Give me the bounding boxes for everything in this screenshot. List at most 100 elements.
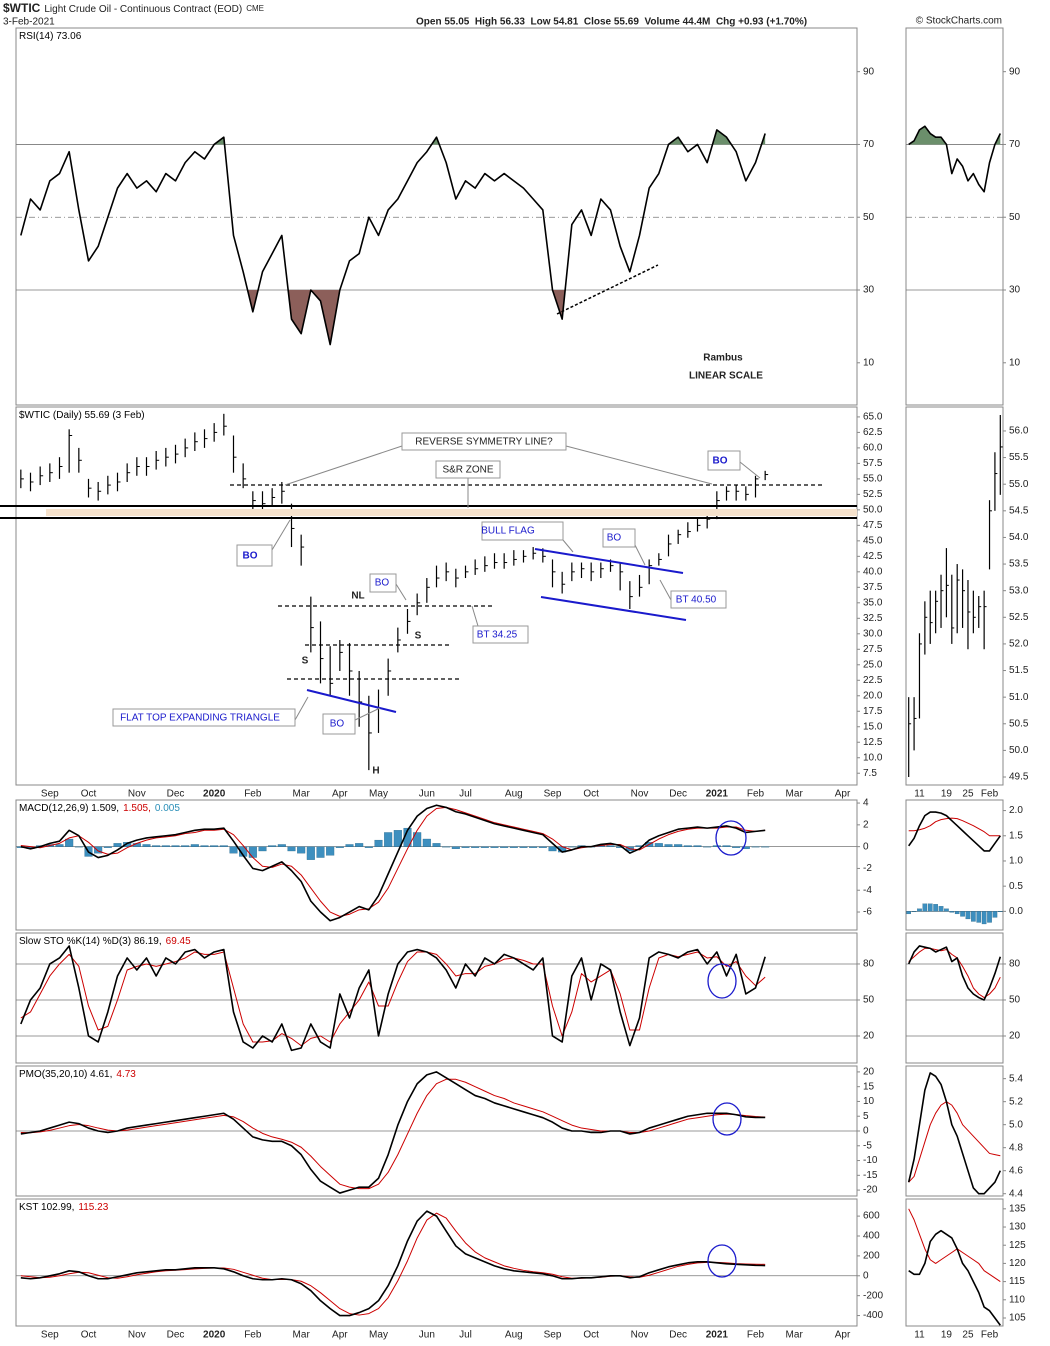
panel-plot: [16, 129, 857, 346]
symbol: $WTIC: [3, 1, 41, 15]
histogram-bar: [712, 845, 721, 847]
x-tick-label: 19: [941, 1330, 953, 1341]
series-line: [908, 817, 1001, 837]
y-tick-label: 40.0: [863, 566, 883, 577]
callout: [112, 708, 296, 727]
histogram-bar: [987, 911, 992, 923]
series-line: [908, 1101, 1001, 1183]
y-tick-label: 50: [863, 995, 875, 1006]
y-tick-label: 51.5: [1009, 665, 1029, 676]
histogram-bar: [393, 830, 402, 847]
scale-note: LINEAR SCALE: [689, 371, 763, 382]
y-tick-label: 5.2: [1009, 1096, 1023, 1107]
histogram-bar: [248, 846, 257, 858]
x-tick-label: Nov: [128, 789, 146, 800]
histogram-bar: [751, 846, 760, 848]
y-tick-label: 10: [1009, 357, 1021, 368]
callout-text: BULL FLAG: [481, 526, 535, 537]
leader: [395, 583, 407, 601]
panel-frame: [15, 1198, 858, 1327]
callout-text: FLAT TOP EXPANDING TRIANGLE: [120, 713, 280, 724]
sr-zone-edge: [840, 509, 855, 516]
y-tick-label: 50: [863, 212, 875, 223]
y-tick-label: 50.0: [1009, 745, 1029, 756]
y-tick-label: 10: [863, 357, 875, 368]
y-tick-label: 1.0: [1009, 856, 1023, 867]
callout: [670, 590, 727, 609]
panel-title: MACD(12,26,9) 1.509, 1.505, 0.005: [19, 803, 180, 814]
x-tick-label: Mar: [293, 789, 311, 800]
y-tick-label: 0: [863, 1126, 869, 1137]
panel-plot: [906, 125, 1003, 291]
series-line: [907, 945, 1002, 1001]
leader: [634, 544, 646, 566]
y-tick-label: 49.5: [1009, 772, 1029, 783]
y-tick-label: 12.5: [863, 737, 883, 748]
histogram-bar: [548, 846, 557, 852]
x-tick-label: Jun: [419, 1330, 435, 1341]
panel-title: KST 102.99, 115.23: [19, 1202, 109, 1213]
x-tick-label: Dec: [167, 1330, 185, 1341]
x-tick-label: Sep: [41, 1330, 59, 1341]
y-tick-label: 5.4: [1009, 1073, 1023, 1084]
y-tick-label: 45.0: [863, 535, 883, 546]
callout: [472, 625, 529, 644]
series-line: [20, 806, 766, 917]
y-tick-label: -15: [863, 1170, 878, 1181]
y-tick-label: 55.0: [1009, 479, 1029, 490]
series-line: [20, 1071, 766, 1194]
y-tick-label: 80: [1009, 959, 1021, 970]
x-tick-label: Apr: [835, 1330, 851, 1341]
histogram-bar: [933, 904, 938, 912]
y-tick-label: 30: [1009, 285, 1021, 296]
y-tick-label: 54.0: [1009, 532, 1029, 543]
histogram-bar: [422, 838, 431, 847]
histogram-bar: [992, 911, 998, 918]
y-tick-label: 65.0: [863, 412, 883, 423]
y-tick-label: 110: [1009, 1294, 1025, 1305]
y-tick-label: 90: [863, 66, 875, 77]
leader: [562, 539, 574, 553]
y-tick-label: 4: [863, 798, 869, 809]
y-tick-label: 10.0: [863, 752, 883, 763]
y-tick-label: 55.5: [1009, 452, 1029, 463]
series-line: [20, 129, 766, 346]
y-tick-label: 30: [863, 285, 875, 296]
panel-frame: [905, 27, 1004, 406]
series-line: [908, 1229, 1001, 1326]
zone-fill: [908, 126, 1001, 145]
quote: Open 55.05 High 56.33 Low 54.81 Close 55…: [416, 17, 807, 28]
y-tick-label: 27.5: [863, 644, 883, 655]
y-tick-label: 20: [863, 1067, 875, 1078]
title-part: 4.73: [116, 1069, 136, 1080]
series-line: [20, 1210, 766, 1317]
y-tick-label: 70: [1009, 139, 1021, 150]
y-tick-label: 54.5: [1009, 505, 1029, 516]
histogram-bar: [529, 846, 538, 848]
flag-line: [534, 548, 684, 574]
y-tick-label: 90: [1009, 66, 1021, 77]
y-tick-label: 30.0: [863, 628, 883, 639]
y-tick-label: -6: [863, 907, 872, 918]
x-tick-label: Feb: [981, 1330, 999, 1341]
pattern-label: S: [302, 656, 309, 667]
y-tick-label: 130: [1009, 1222, 1026, 1233]
histogram-bar: [954, 911, 960, 915]
y-tick-label: 53.0: [1009, 585, 1029, 596]
panel-title: Slow STO %K(14) %D(3) 86.19, 69.45: [19, 936, 191, 947]
panel-plot: [906, 811, 1003, 925]
title-part: $WTIC (Daily) 55.69 (3 Feb): [19, 410, 145, 421]
histogram-bar: [965, 911, 971, 920]
leader: [739, 461, 761, 479]
callout: [401, 432, 567, 451]
y-tick-label: 120: [1009, 1258, 1026, 1269]
series-line: [908, 811, 1001, 852]
callout: [369, 573, 397, 593]
panel-plot: [16, 804, 857, 922]
y-tick-label: 80: [863, 959, 875, 970]
histogram-bar: [200, 845, 209, 847]
title-part: 69.45: [166, 936, 191, 947]
x-tick-label: Oct: [81, 1330, 97, 1341]
title-part: 0.005: [155, 803, 180, 814]
leader: [271, 519, 291, 551]
